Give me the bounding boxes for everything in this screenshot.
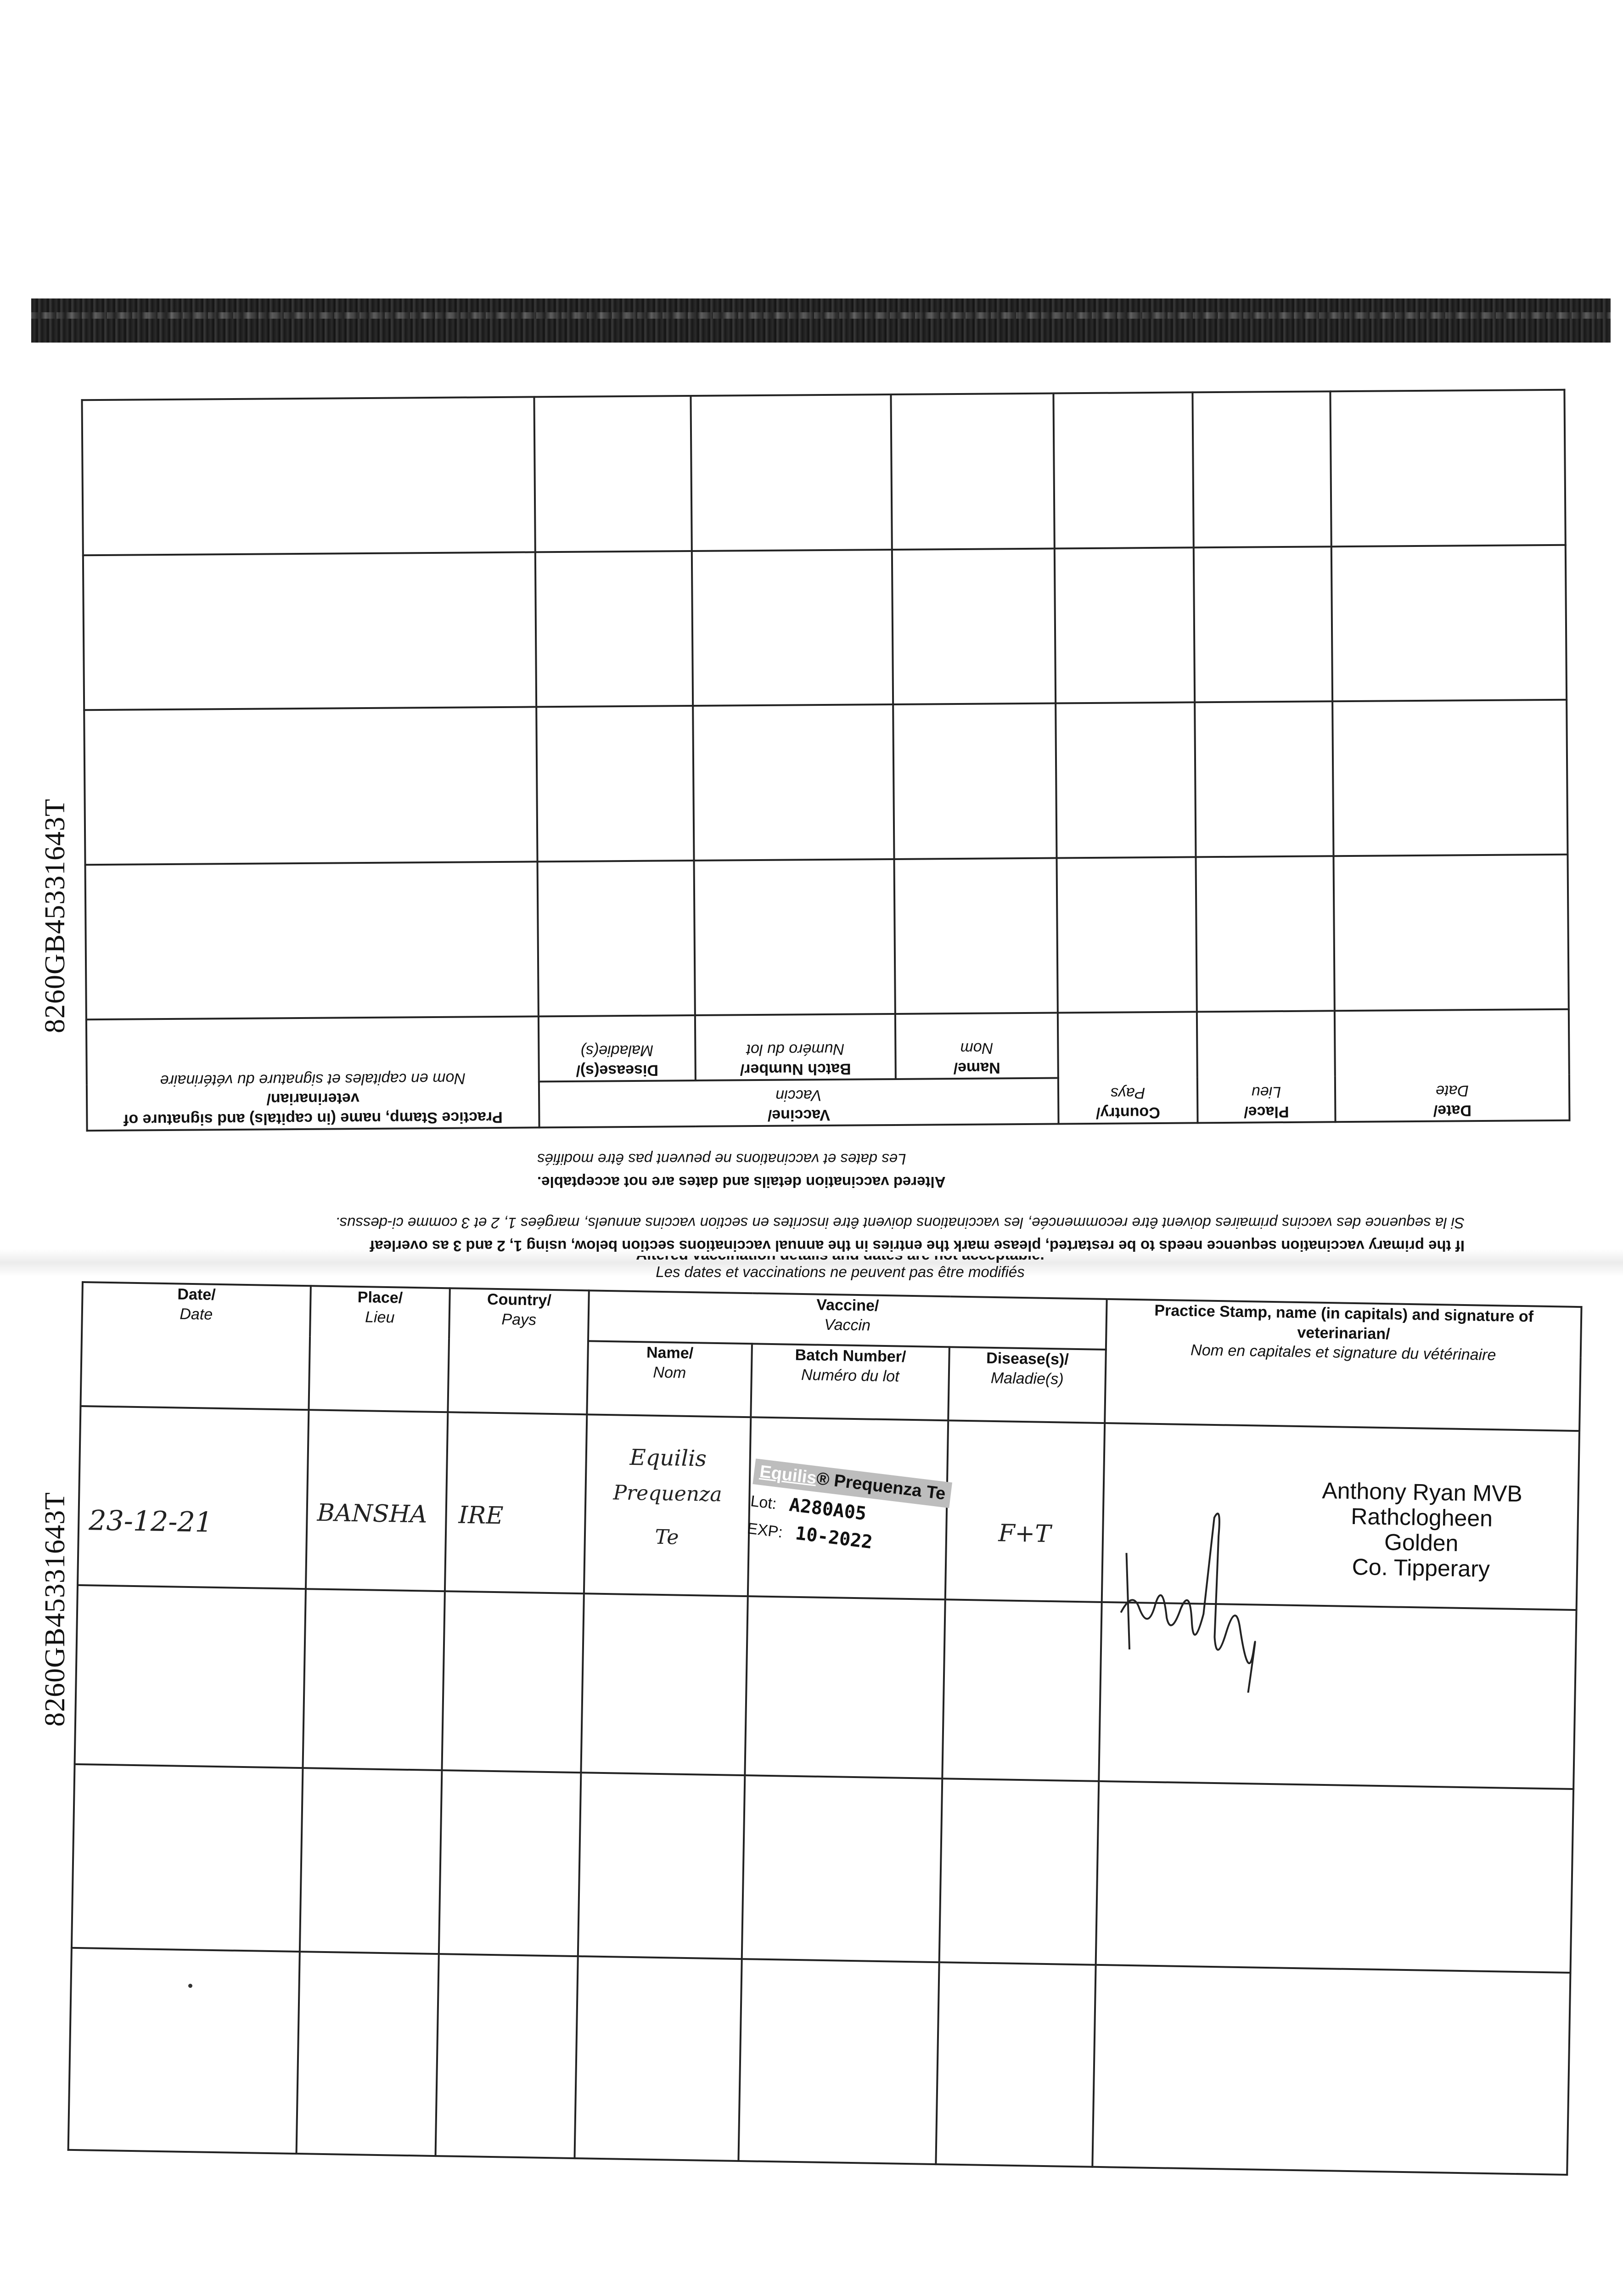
header-name: Name/Nom bbox=[895, 1013, 1058, 1079]
upper-vaccination-table-inverted: Date/Date Place/Lieu Country/Pays Vaccin… bbox=[81, 389, 1570, 1132]
table-row: 23-12-21 BANSHA IRE Equilis Prequenza Te… bbox=[78, 1406, 1580, 1693]
scan-smudge bbox=[0, 1249, 1623, 1277]
altered-note-partial: Altered vaccination details and dates ar… bbox=[634, 1256, 1047, 1302]
restart-note-fr: Si la sequence des vaccins primaires doi… bbox=[335, 1215, 1465, 1232]
inverted-notes: If the primary vaccination sequence need… bbox=[216, 1148, 1465, 1257]
scan-speck bbox=[188, 1984, 192, 1988]
table-row bbox=[85, 854, 1569, 1020]
header-date: Date/Date bbox=[80, 1282, 311, 1410]
altered-note-fr: Les dates et vaccinations ne peuvent pas… bbox=[537, 1151, 906, 1168]
header-vaccine: Vaccine/Vaccin bbox=[588, 1290, 1107, 1350]
header-place: Place/Lieu bbox=[309, 1286, 450, 1412]
entry-vaccine-name: Equilis Prequenza Te bbox=[584, 1414, 751, 1597]
header-disease: Disease(s)/Maladie(s) bbox=[948, 1347, 1106, 1423]
header-batch: Batch Number/Numéro du lot bbox=[751, 1344, 949, 1421]
document-id-vertical-lower: 8260GB45331643T bbox=[39, 1492, 71, 1727]
table-row bbox=[83, 545, 1567, 710]
header-name: Name/Nom bbox=[587, 1341, 752, 1418]
header-place: Place/Lieu bbox=[1196, 1011, 1336, 1123]
table-row bbox=[68, 1947, 1571, 2175]
header-country: Country/Pays bbox=[1057, 1012, 1198, 1124]
vet-signature bbox=[1120, 1513, 1256, 1693]
vaccination-table: Date/Date Place/Lieu Country/Pays Vaccin… bbox=[67, 1281, 1583, 2176]
entry-batch: Equilis® Prequenza Te Lot: A280A05 EXP: 10… bbox=[746, 1417, 953, 1600]
altered-note-en-cut: Altered vaccination details and dates ar… bbox=[634, 1256, 1047, 1263]
table-row bbox=[71, 1764, 1574, 1973]
entry-country: IRE bbox=[444, 1412, 587, 1594]
entry-practice-stamp: Anthony Ryan MVB Rathclogheen Golden Co.… bbox=[1101, 1423, 1580, 1693]
entry-place: BANSHA bbox=[305, 1410, 448, 1592]
scan-black-band bbox=[31, 298, 1611, 343]
header-practice: Practice Stamp, name (in capitals) and s… bbox=[86, 1016, 539, 1131]
header-country: Country/Pays bbox=[448, 1288, 589, 1415]
header-date: Date/Date bbox=[1334, 1009, 1570, 1122]
batch-label-sticker: Equilis® Prequenza Te Lot: A280A05 EXP: 10… bbox=[746, 1458, 953, 1562]
header-vaccine: Vaccine/Vaccin bbox=[539, 1078, 1059, 1128]
document-id-vertical: 8260GB45331643T bbox=[39, 799, 71, 1033]
entry-date: 23-12-21 bbox=[78, 1406, 309, 1589]
entry-disease: F+T bbox=[945, 1420, 1105, 1602]
header-disease: Disease(s)/Maladie(s) bbox=[538, 1015, 696, 1082]
table-row bbox=[84, 699, 1568, 865]
table-row bbox=[74, 1585, 1577, 1790]
altered-note-fr-lower: Les dates et vaccinations ne peuvent pas… bbox=[656, 1263, 1025, 1280]
vet-address-stamp: Anthony Ryan MVB Rathclogheen Golden Co.… bbox=[1322, 1477, 1523, 1582]
table-row bbox=[82, 389, 1566, 556]
header-batch: Batch Number/Numéro du lot bbox=[695, 1013, 896, 1080]
altered-note-en: Altered vaccination details and dates ar… bbox=[537, 1174, 946, 1191]
header-practice: Practice Stamp, name (in capitals) and s… bbox=[1105, 1299, 1582, 1431]
